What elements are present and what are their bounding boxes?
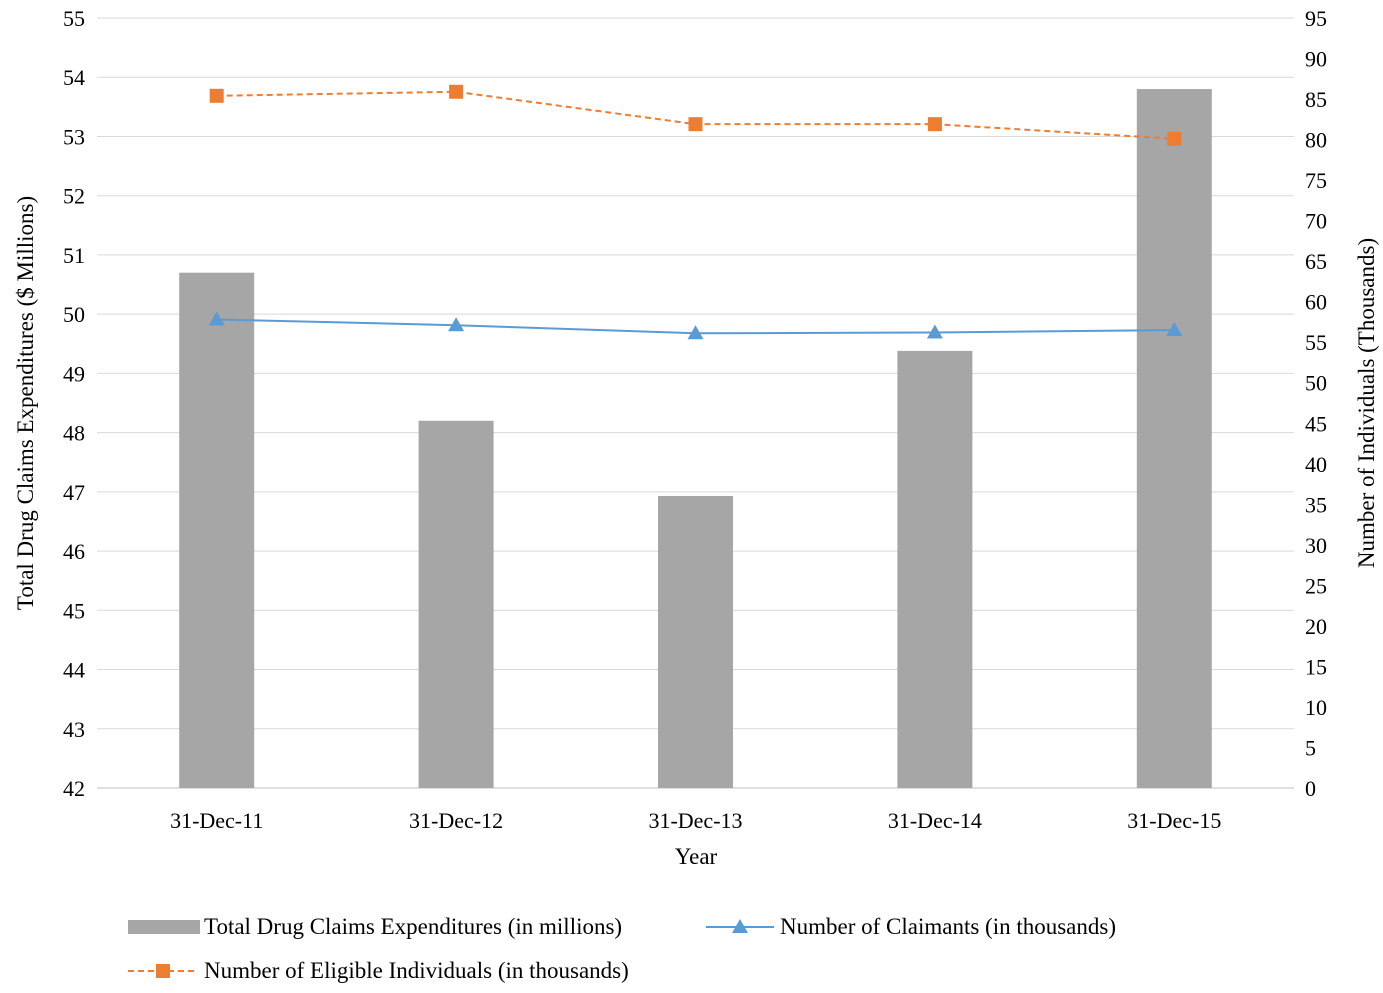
right-y-tick-label: 5 — [1305, 735, 1316, 760]
eligible-point — [688, 117, 703, 132]
eligible-point — [209, 88, 224, 103]
x-tick-label: 31-Dec-14 — [888, 808, 982, 833]
legend-item-claimants: Number of Claimants (in thousands) — [706, 914, 1116, 939]
eligible-point — [1167, 131, 1182, 146]
line-series — [208, 84, 1183, 340]
left-y-tick-label: 43 — [63, 717, 85, 742]
expenditure-bar — [418, 420, 494, 788]
right-y-tick-label: 15 — [1305, 654, 1327, 679]
right-y-tick-label: 10 — [1305, 695, 1327, 720]
left-y-tick-label: 54 — [63, 65, 85, 90]
right-y-tick-label: 35 — [1305, 492, 1327, 517]
right-y-tick-label: 65 — [1305, 249, 1327, 274]
left-y-tick-label: 52 — [63, 184, 85, 209]
left-y-tick-label: 48 — [63, 421, 85, 446]
left-y-tick-label: 46 — [63, 539, 85, 564]
legend-item-expenditures: Total Drug Claims Expenditures (in milli… — [128, 914, 622, 939]
eligible-point — [449, 84, 464, 99]
legend-triangle-marker — [732, 919, 748, 933]
left-y-tick-label: 44 — [63, 658, 85, 683]
claimants-point — [1166, 322, 1183, 337]
eligible-line — [216, 90, 1175, 140]
left-y-tick-label: 45 — [63, 598, 85, 623]
expenditure-bar — [897, 350, 973, 788]
legend-swatch-bar — [128, 920, 200, 934]
expenditure-bar — [179, 272, 255, 788]
legend: Total Drug Claims Expenditures (in milli… — [128, 914, 1116, 983]
right-y-tick-label: 50 — [1305, 371, 1327, 396]
x-tick-label: 31-Dec-12 — [409, 808, 503, 833]
right-y-tick-label: 25 — [1305, 573, 1327, 598]
legend-square-marker — [156, 964, 170, 978]
legend-label-claimants: Number of Claimants (in thousands) — [780, 914, 1116, 939]
right-y-tick-label: 55 — [1305, 330, 1327, 355]
left-y-tick-label: 50 — [63, 302, 85, 327]
claimants-point — [208, 311, 225, 326]
right-y-tick-label: 60 — [1305, 290, 1327, 315]
right-y-tick-label: 30 — [1305, 533, 1327, 558]
right-y-tick-label: 45 — [1305, 411, 1327, 436]
eligible-point — [927, 117, 942, 132]
claimants-point — [448, 317, 465, 332]
left-y-tick-label: 55 — [63, 6, 85, 31]
left-y-tick-label: 53 — [63, 124, 85, 149]
x-tick-label: 31-Dec-11 — [170, 808, 263, 833]
bar-series — [179, 89, 1212, 789]
axes: 42 43 44 45 46 47 48 49 50 51 52 53 54 55 0 5 10 15 20 25 30… — [63, 6, 1327, 833]
left-y-tick-label: 51 — [63, 243, 85, 268]
expenditure-bar — [1136, 89, 1212, 789]
right-y-tick-label: 80 — [1305, 128, 1327, 153]
right-y-tick-label: 85 — [1305, 87, 1327, 112]
legend-label-eligible: Number of Eligible Individuals (in thous… — [204, 958, 629, 983]
legend-item-eligible: Number of Eligible Individuals (in thous… — [128, 958, 629, 983]
x-axis-title: Year — [675, 844, 718, 869]
x-tick-label: 31-Dec-13 — [648, 808, 742, 833]
legend-label-expenditures: Total Drug Claims Expenditures (in milli… — [204, 914, 622, 939]
left-y-tick-label: 49 — [63, 361, 85, 386]
claimants-point — [687, 325, 704, 340]
right-y-tick-label: 90 — [1305, 47, 1327, 72]
right-y-tick-label: 0 — [1305, 776, 1316, 801]
left-y-tick-label: 47 — [63, 480, 85, 505]
right-y-tick-label: 40 — [1305, 452, 1327, 477]
claimants-point — [926, 324, 943, 339]
left-y-tick-label: 42 — [63, 776, 85, 801]
left-y-axis-title: Total Drug Claims Expenditures ($ Millio… — [13, 196, 38, 610]
right-y-tick-label: 20 — [1305, 614, 1327, 639]
right-y-tick-label: 95 — [1305, 6, 1327, 31]
x-tick-label: 31-Dec-15 — [1127, 808, 1221, 833]
right-y-tick-label: 75 — [1305, 168, 1327, 193]
right-y-tick-label: 70 — [1305, 209, 1327, 234]
expenditure-bar — [658, 495, 733, 788]
right-y-axis-title: Number of Individuals (Thousands) — [1354, 238, 1379, 568]
